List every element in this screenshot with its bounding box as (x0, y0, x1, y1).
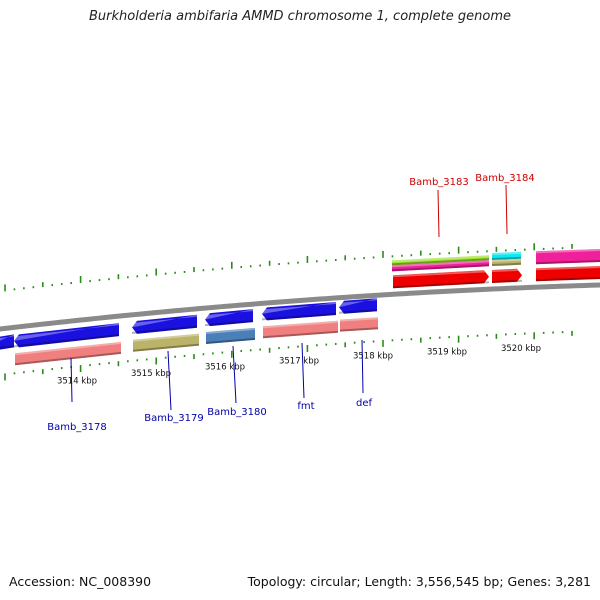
gene-block-khaki (133, 333, 199, 352)
kbp-label: 3516 kbp (205, 362, 245, 372)
gene-label[interactable]: Bamb_3184 (475, 173, 535, 184)
outer-tick-track (4, 243, 573, 292)
gene-block-magenta (392, 260, 489, 272)
gene-block-blue (339, 298, 377, 314)
kbp-label: 3517 kbp (279, 357, 319, 367)
gene-label[interactable]: Bamb_3179 (144, 413, 204, 424)
gene-block-red (536, 265, 600, 282)
kbp-label: 3520 kbp (501, 344, 541, 354)
chromosome-backbone (0, 282, 600, 332)
gene-block-red (492, 268, 522, 284)
gene-block-blue (0, 334, 14, 350)
gene-label[interactable]: def (356, 398, 373, 409)
kbp-label: 3518 kbp (353, 352, 393, 362)
gene-block-khaki (492, 258, 521, 267)
map-title: Burkholderia ambifaria AMMD chromosome 1… (88, 9, 512, 24)
gene-block-blue (205, 309, 253, 327)
feature-track (0, 248, 600, 366)
kbp-axis-labels: 3514 kbp 3515 kbp 3516 kbp 3517 kbp 3518 kbp… (57, 344, 541, 387)
gene-block-green (392, 255, 489, 266)
gene-leader-line (505, 184, 508, 235)
gene-block-blue (262, 301, 336, 321)
inner-tick-track (4, 330, 573, 381)
kbp-label: 3514 kbp (57, 376, 97, 386)
gene-block-blue (132, 314, 197, 334)
gene-leader-line (70, 357, 73, 403)
gene-block-cyan (492, 251, 521, 261)
topology-text: Topology: circular; Length: 3,556,545 bp… (247, 574, 591, 589)
gene-block-blue (14, 323, 119, 348)
gene-leader-line (301, 342, 305, 399)
accession-text: Accession: NC_008390 (9, 574, 152, 589)
gene-label-leaders (70, 184, 508, 411)
kbp-label: 3519 kbp (427, 347, 467, 357)
gene-leader-line (167, 350, 172, 411)
gene-block-red (393, 270, 489, 289)
gene-label[interactable]: fmt (297, 401, 314, 412)
gene-block-salmon (263, 320, 338, 339)
gene-leader-line (232, 345, 237, 404)
kbp-label: 3515 kbp (131, 369, 171, 379)
gene-leader-line (361, 339, 364, 394)
gene-block-steel (206, 327, 255, 345)
gene-label[interactable]: Bamb_3183 (409, 177, 469, 188)
gene-block-salmon (340, 317, 378, 332)
gene-leader-line (437, 189, 440, 238)
gene-label[interactable]: Bamb_3180 (207, 407, 267, 418)
gene-block-salmon (15, 341, 121, 366)
gene-label[interactable]: Bamb_3178 (47, 422, 107, 433)
gene-block-magenta (536, 248, 600, 265)
